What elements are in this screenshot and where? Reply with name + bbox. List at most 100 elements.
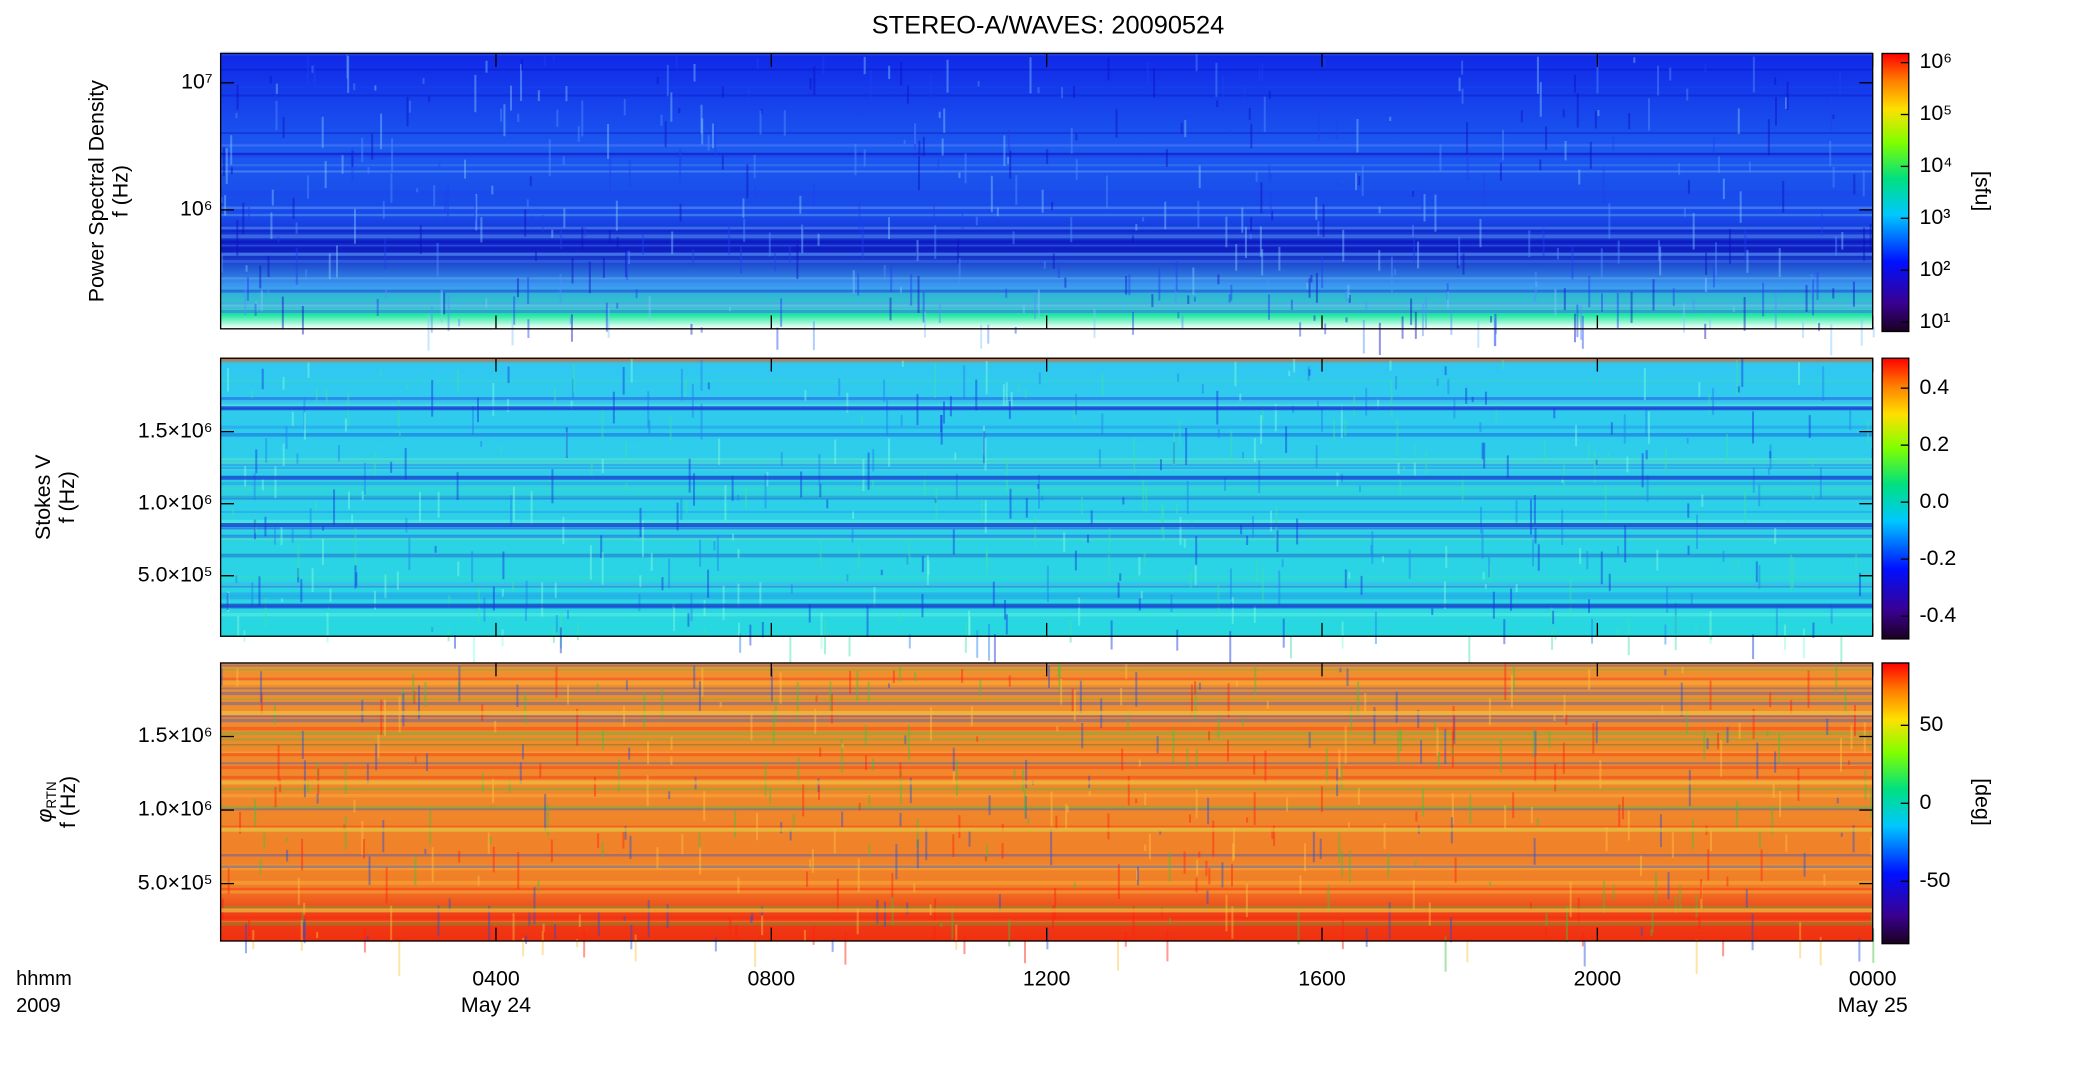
texture-streak: [749, 624, 752, 646]
texture-streak: [1041, 495, 1044, 501]
texture-streak: [1170, 594, 1173, 612]
texture-streak: [1595, 721, 1598, 744]
texture-streak: [385, 284, 388, 299]
texture-streak: [1829, 140, 1832, 167]
texture-streak: [555, 666, 558, 698]
texture-streak: [707, 569, 710, 598]
texture-streak: [700, 327, 703, 333]
texture-streak: [277, 745, 280, 783]
texture-streak: [1542, 228, 1545, 257]
texture-streak: [1778, 733, 1781, 763]
texture-streak: [760, 109, 763, 115]
texture-streak: [1456, 243, 1459, 269]
texture-streak: [739, 633, 742, 653]
texture-streak: [899, 762, 902, 778]
texture-streak: [1709, 610, 1712, 644]
texture-streak: [1683, 207, 1686, 217]
texture-streak: [891, 872, 894, 898]
texture-streak: [623, 916, 626, 921]
texture-streak: [1779, 791, 1782, 818]
texture-streak: [1339, 667, 1342, 673]
texture-streak: [321, 538, 324, 566]
texture-streak: [1127, 712, 1130, 732]
texture-streak: [1168, 852, 1171, 882]
texture-streak: [1807, 670, 1810, 708]
texture-streak: [576, 939, 579, 948]
texture-streak: [1600, 551, 1603, 585]
texture-streak: [563, 208, 566, 228]
texture-streak: [1365, 300, 1368, 311]
texture-streak: [380, 699, 383, 735]
texture-streak: [552, 55, 555, 61]
texture-streak: [1289, 632, 1293, 659]
texture-streak: [1133, 438, 1136, 474]
texture-streak: [1553, 712, 1556, 721]
texture-streak: [641, 234, 644, 255]
texture-streak: [1105, 175, 1108, 209]
texture-streak: [976, 630, 979, 658]
texture-streak: [900, 414, 903, 427]
texture-streak: [1009, 150, 1012, 179]
texture-streak: [955, 473, 958, 500]
texture-streak: [1319, 838, 1322, 859]
texture-streak: [940, 414, 943, 445]
texture-streak: [1774, 77, 1777, 85]
texture-streak: [303, 412, 306, 440]
texture-streak: [1623, 414, 1626, 444]
texture-streak: [1678, 163, 1681, 175]
texture-streak: [264, 597, 267, 627]
texture-streak: [1597, 110, 1600, 116]
texture-streak: [992, 581, 995, 607]
texture-streak: [1024, 936, 1027, 964]
texture-streak: [270, 212, 273, 240]
texture-streak: [1075, 133, 1078, 141]
texture-streak: [315, 388, 318, 402]
texture-streak: [1709, 680, 1712, 710]
texture-streak: [1482, 572, 1485, 580]
texture-streak: [1755, 561, 1758, 583]
texture-streak: [1274, 403, 1277, 432]
texture-streak: [984, 856, 987, 862]
texture-streak: [1108, 528, 1111, 552]
texture-streak: [491, 185, 494, 195]
texture-streak: [1818, 323, 1821, 331]
texture-streak: [539, 763, 542, 778]
x-tick-label: 0000: [1849, 966, 1897, 990]
texture-streak: [679, 204, 682, 222]
texture-streak: [418, 685, 421, 720]
spectrogram: [220, 53, 1873, 329]
texture-streak: [1263, 96, 1266, 132]
texture-streak: [1688, 769, 1691, 807]
texture-streak: [337, 445, 340, 462]
texture-streak: [1778, 248, 1781, 277]
texture-streak: [975, 379, 978, 411]
texture-streak: [513, 296, 516, 325]
texture-streak: [1166, 930, 1169, 962]
texture-streak: [581, 226, 584, 250]
texture-streak: [743, 218, 746, 242]
texture-streak: [1504, 663, 1507, 700]
texture-streak: [1222, 75, 1225, 111]
texture-streak: [311, 65, 314, 73]
texture-streak: [603, 107, 606, 113]
texture-streak: [601, 552, 604, 585]
texture-streak: [666, 64, 669, 97]
texture-streak: [1159, 459, 1162, 471]
texture-streak: [814, 708, 817, 734]
texture-streak: [1704, 63, 1707, 73]
texture-streak: [869, 70, 872, 105]
texture-streak: [1073, 882, 1076, 889]
texture-streak: [1775, 96, 1778, 126]
texture-streak: [812, 183, 815, 206]
texture-streak: [1414, 311, 1417, 339]
texture-streak: [577, 126, 580, 142]
texture-streak: [326, 612, 329, 643]
texture-streak: [274, 466, 277, 499]
texture-streak: [1445, 545, 1448, 568]
texture-streak: [343, 824, 346, 831]
texture-streak: [224, 195, 227, 216]
texture-streak: [889, 297, 892, 321]
texture-streak: [1047, 665, 1050, 688]
texture-streak: [1216, 100, 1219, 108]
texture-streak: [1431, 608, 1434, 616]
